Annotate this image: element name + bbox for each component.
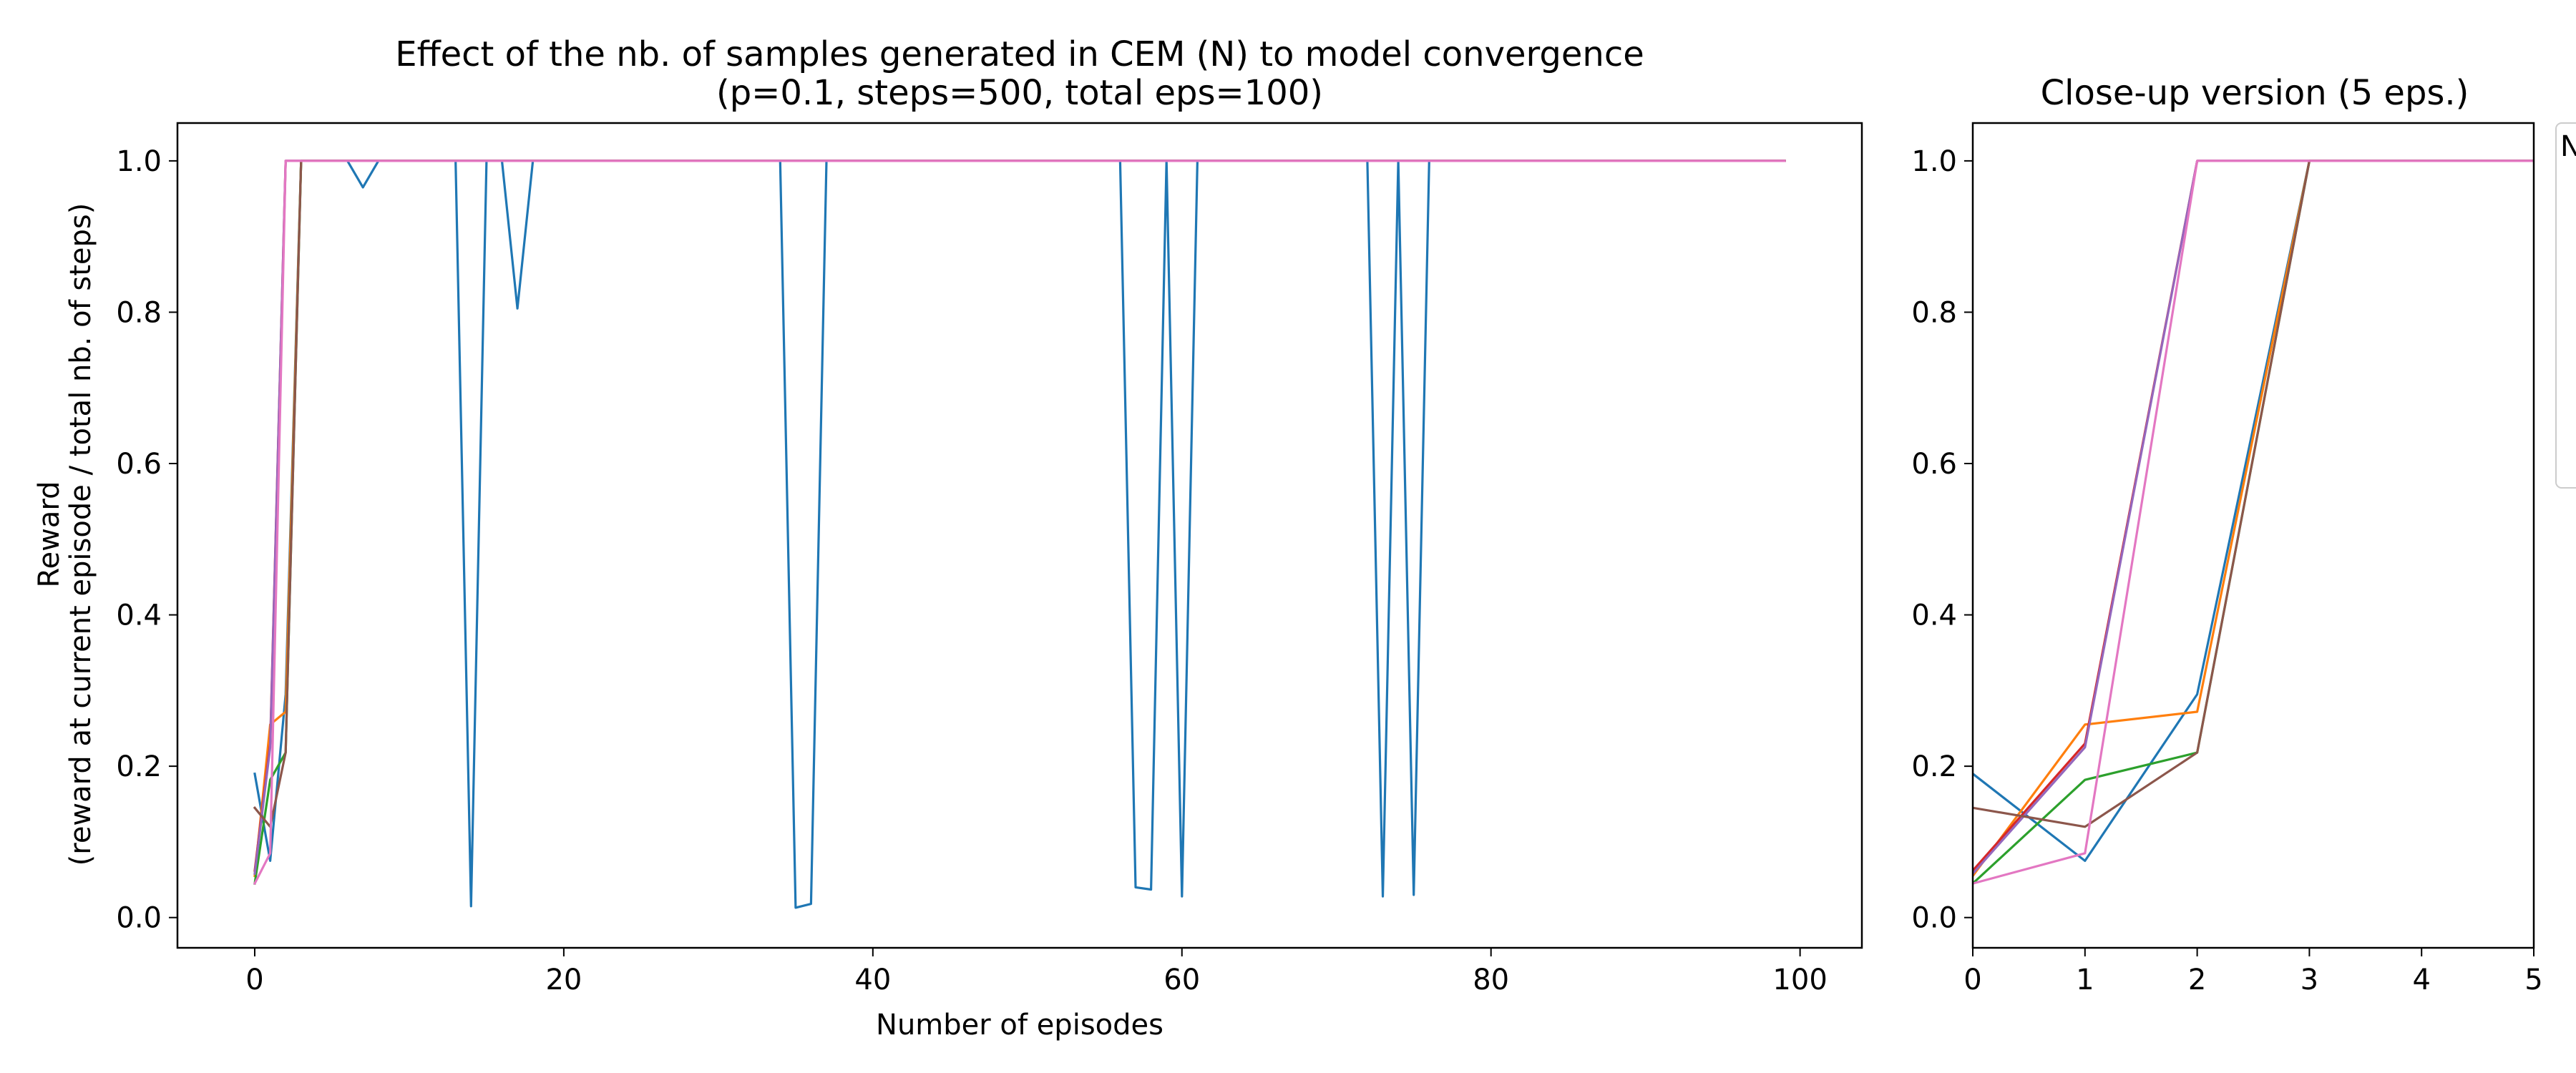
series-line-7 (253, 160, 1786, 886)
series-line-6 (1973, 160, 2534, 828)
x-tick-label: 2 (2188, 964, 2206, 996)
y-tick-label: 0.4 (1911, 599, 1957, 632)
y-tick-label: 0.2 (116, 750, 162, 783)
y-tick-label: 0.0 (116, 902, 162, 935)
y-tick-label: 1.0 (116, 145, 162, 178)
y-tick-label: 0.8 (116, 296, 162, 329)
x-tick-label: 0 (1963, 964, 1981, 996)
main-plot: 0 20 40 60 80 100 0.0 0.2 0.4 0.6 0.8 1.0 (116, 122, 1863, 996)
x-tick-label: 4 (2412, 964, 2430, 996)
x-tick-label: 80 (1473, 964, 1509, 996)
main-y-axis-label-line2: (reward at current episode / total nb. o… (64, 203, 97, 866)
y-tick-label: 0.6 (116, 448, 162, 481)
y-tick-label: 1.0 (1911, 145, 1957, 178)
x-tick-label: 60 (1163, 964, 1200, 996)
axes-frame (176, 122, 1863, 949)
series-line-7 (1973, 160, 2534, 885)
series-line-3 (1973, 160, 2534, 886)
legend-title: N (2560, 130, 2576, 163)
y-tick-label: 0.6 (1911, 448, 1957, 481)
x-tick-label: 5 (2524, 964, 2542, 996)
main-chart-title: Effect of the nb. of samples generated i… (395, 34, 1644, 74)
series-line-1 (253, 160, 1786, 909)
y-tick-label: 0.8 (1911, 296, 1957, 329)
x-tick-label: 20 (545, 964, 582, 996)
series-line-4 (1973, 160, 2534, 873)
y-tick-label: 0.4 (116, 599, 162, 632)
series-line-1 (1973, 160, 2534, 862)
axes-frame (1971, 122, 2535, 949)
main-chart-subtitle: (p=0.1, steps=500, total eps=100) (716, 73, 1323, 113)
legend-box (2555, 122, 2576, 489)
closeup-chart-title: Close-up version (5 eps.) (2041, 73, 2469, 113)
closeup-plot: 0 1 2 3 4 5 0.0 0.2 0.4 0.6 0.8 1.0 (1911, 122, 2543, 996)
y-tick-label: 0.0 (1911, 902, 1957, 935)
series-lines (1973, 160, 2534, 886)
legend: N (2555, 122, 2576, 489)
main-x-axis-label: Number of episodes (876, 1009, 1163, 1042)
x-tick-label: 3 (2301, 964, 2318, 996)
series-lines (253, 160, 1786, 909)
x-tick-label: 40 (854, 964, 891, 996)
x-tick-label: 0 (245, 964, 263, 996)
x-tick-label: 1 (2076, 964, 2094, 996)
x-tick-label: 100 (1772, 964, 1827, 996)
main-y-axis-label-line1: Reward (33, 481, 66, 588)
y-tick-label: 0.2 (1911, 750, 1957, 783)
